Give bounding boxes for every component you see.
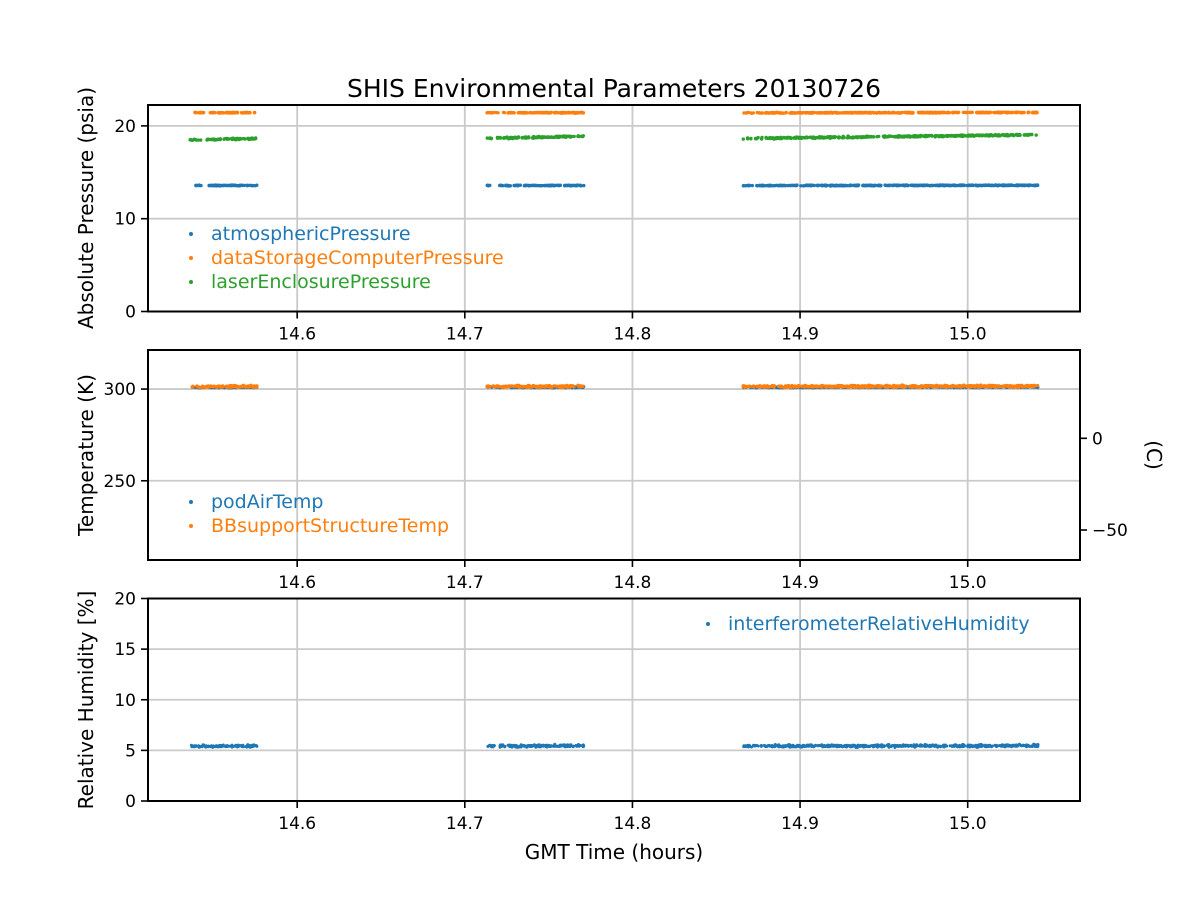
x-tick-label: 14.6 <box>278 814 316 834</box>
legend-marker-dot <box>189 280 193 284</box>
x-tick-label: 14.7 <box>446 573 484 593</box>
x-tick-label: 14.9 <box>781 325 819 345</box>
x-tick-label: 14.8 <box>614 325 652 345</box>
axes-frame <box>147 104 1081 313</box>
legend-marker-dot <box>189 232 193 236</box>
legend-item: laserEnclosurePressure <box>189 270 504 294</box>
legend-item: interferometerRelativeHumidity <box>706 612 1030 636</box>
celsius-y-axis-label: (C) <box>1142 440 1166 470</box>
legend-label: atmosphericPressure <box>211 223 411 245</box>
x-tick-label: 14.8 <box>614 573 652 593</box>
right-tick-label: 0 <box>1092 429 1103 449</box>
x-tick-label: 15.0 <box>949 814 987 834</box>
x-tick-label: 14.6 <box>278 573 316 593</box>
x-tick-label: 14.7 <box>446 325 484 345</box>
series-BBsupportStructureTemp <box>190 383 1040 390</box>
legend-marker-dot <box>189 500 193 504</box>
y-tick-label: 0 <box>125 792 136 812</box>
legend-label: podAirTemp <box>211 491 324 513</box>
series-interferometerRelativeHumidity <box>189 742 1040 749</box>
pressure-legend: atmosphericPressure dataStorageComputerP… <box>189 222 504 294</box>
y-tick-label: 5 <box>125 741 136 761</box>
x-tick-label: 14.8 <box>614 814 652 834</box>
humidity-y-axis-label: Relative Humidity [%] <box>74 590 98 810</box>
legend-marker-dot <box>706 622 710 626</box>
series-laserEnclosurePressure <box>188 132 1038 142</box>
y-tick-label: 10 <box>114 210 136 230</box>
y-tick-label: 300 <box>104 380 136 400</box>
figure-title: SHIS Environmental Parameters 20130726 <box>347 74 881 103</box>
y-tick-label: 10 <box>114 691 136 711</box>
legend-marker-dot <box>189 256 193 260</box>
legend-label: laserEnclosurePressure <box>211 271 431 293</box>
x-tick-label: 15.0 <box>949 325 987 345</box>
y-tick-label: 15 <box>114 640 136 660</box>
x-tick-label: 14.9 <box>781 573 819 593</box>
legend-label: dataStorageComputerPressure <box>211 247 504 269</box>
pressure-y-axis-label: Absolute Pressure (psia) <box>74 86 98 330</box>
x-axis-label: GMT Time (hours) <box>524 840 704 864</box>
right-tick-label: −50 <box>1092 521 1128 541</box>
y-tick-label: 20 <box>114 117 136 137</box>
legend-item: atmosphericPressure <box>189 222 504 246</box>
legend-item: BBsupportStructureTemp <box>189 514 449 538</box>
x-tick-label: 14.7 <box>446 814 484 834</box>
legend-item: dataStorageComputerPressure <box>189 246 504 270</box>
legend-label: BBsupportStructureTemp <box>211 515 450 537</box>
y-tick-label: 20 <box>114 590 136 610</box>
y-tick-label: 250 <box>104 472 136 492</box>
temperature-y-axis-label: Temperature (K) <box>74 374 98 536</box>
legend-label: interferometerRelativeHumidity <box>728 613 1030 635</box>
legend-item: podAirTemp <box>189 490 449 514</box>
x-tick-label: 14.9 <box>781 814 819 834</box>
axes-frame <box>147 349 1081 561</box>
x-tick-label: 14.6 <box>278 325 316 345</box>
humidity-legend: interferometerRelativeHumidity <box>706 612 1030 636</box>
x-tick-label: 15.0 <box>949 573 987 593</box>
series-atmosphericPressure <box>194 183 1040 188</box>
y-tick-label: 0 <box>125 303 136 323</box>
temperature-legend: podAirTemp BBsupportStructureTemp <box>189 490 449 538</box>
series-dataStorageComputerPressure <box>193 110 1039 116</box>
legend-marker-dot <box>189 524 193 528</box>
